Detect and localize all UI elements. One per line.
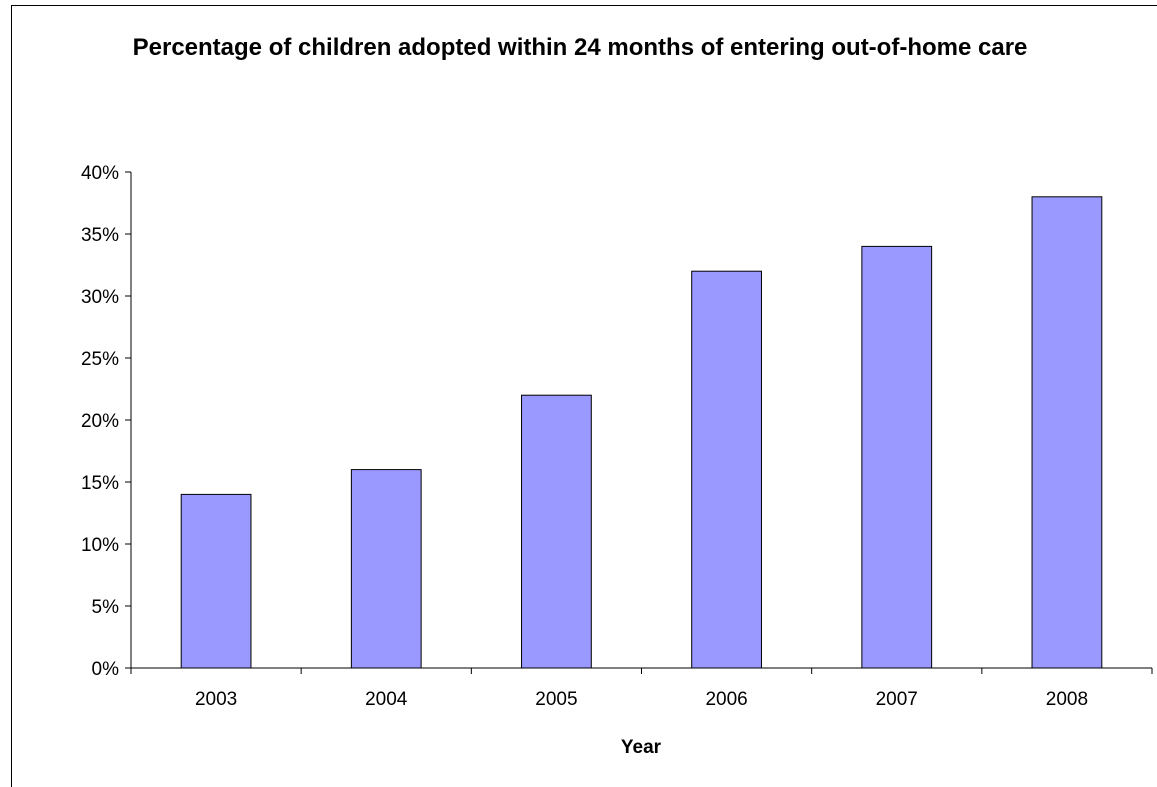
- y-tick-label: 20%: [81, 411, 119, 432]
- bar-2004: [350, 469, 422, 669]
- bars: [180, 196, 1103, 669]
- x-tick-label: 2007: [876, 689, 918, 710]
- y-tick-label: 35%: [81, 225, 119, 246]
- y-tick-label: 15%: [81, 473, 119, 494]
- bar-2006: [691, 270, 762, 669]
- bar-2007: [861, 245, 933, 669]
- y-tick-label: 30%: [81, 287, 119, 308]
- x-tick-label: 2005: [535, 689, 577, 710]
- chart-title: Percentage of children adopted within 24…: [132, 34, 1028, 61]
- x-axis-label: Year: [621, 737, 662, 758]
- bar-2003: [180, 493, 252, 669]
- y-tick-label: 40%: [81, 163, 119, 184]
- x-axis: 2003 2004 2005 2006 2007 2008: [130, 667, 1153, 710]
- y-tick-label: 5%: [92, 597, 120, 618]
- y-axis: 0% 5% 10% 15% 20% 25% 30% 35% 40%: [81, 163, 132, 680]
- x-tick-label: 2004: [365, 689, 408, 710]
- x-tick-label: 2008: [1046, 689, 1088, 710]
- y-tick-label: 10%: [81, 535, 119, 556]
- bar-2005: [521, 394, 592, 669]
- y-tick-label: 0%: [92, 659, 120, 680]
- x-tick-label: 2006: [705, 689, 747, 710]
- y-tick-label: 25%: [81, 349, 119, 370]
- bar-2008: [1031, 196, 1103, 669]
- x-tick-label: 2003: [195, 689, 237, 710]
